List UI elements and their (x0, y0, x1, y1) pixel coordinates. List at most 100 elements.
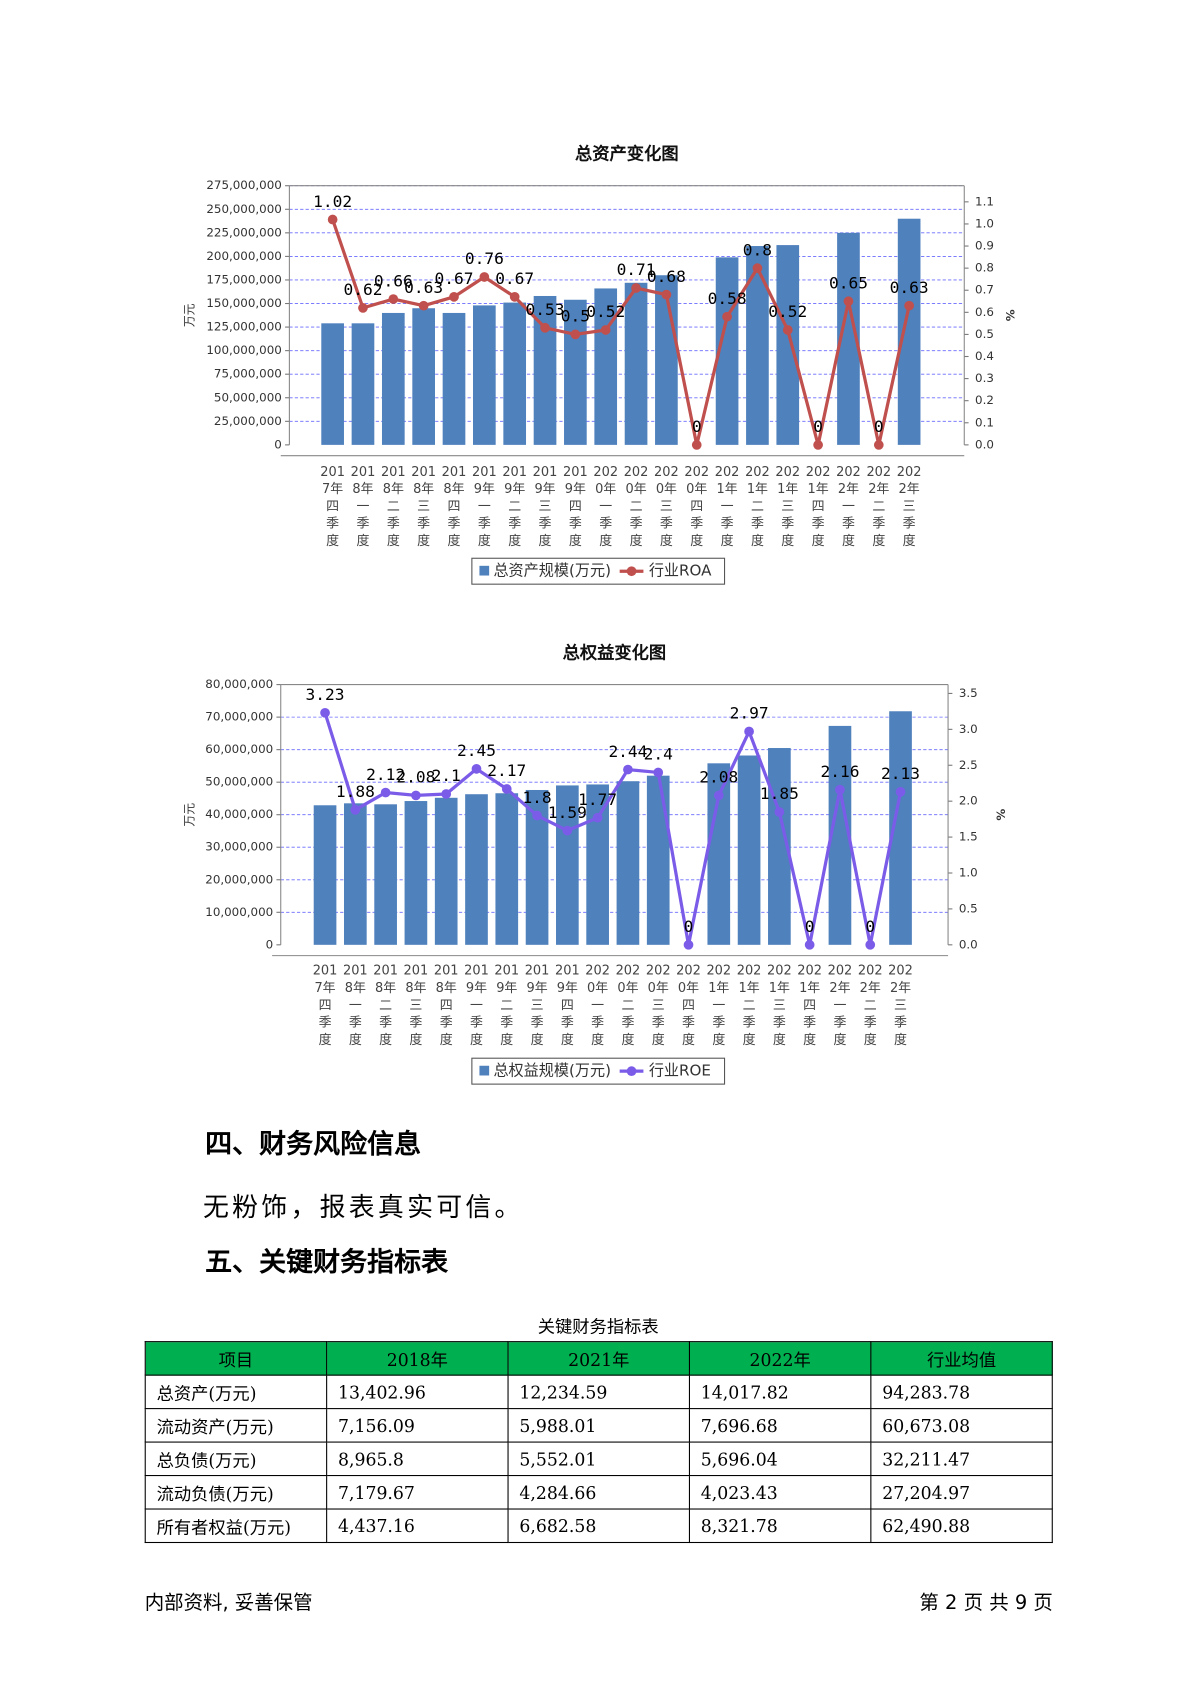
x-tick-label-line: 度 (531, 1031, 544, 1047)
x-tick-label-line: 度 (569, 532, 582, 548)
x-tick-label: 202 2年三季度 (888, 963, 913, 1047)
x-tick-label-line: 度 (781, 532, 794, 548)
x-tick-label: 201 9年一季度 (464, 963, 489, 1047)
x-tick-label-line: 季 (842, 516, 855, 531)
data-label: 0.76 (465, 249, 504, 268)
x-tick-label-line: 202 (715, 464, 740, 479)
x-tick-label-line: 度 (326, 532, 339, 548)
data-label: 2.4 (644, 745, 673, 764)
x-tick-label-line: 二 (508, 499, 521, 514)
data-label: 2.45 (457, 741, 496, 760)
x-tick-label: 201 8年三季度 (411, 464, 436, 548)
x-tick-label-line: 度 (591, 1031, 604, 1047)
bar (495, 793, 519, 945)
x-tick-label-line: 季 (712, 1015, 725, 1030)
line-marker (562, 825, 573, 836)
x-tick-label: 202 0年三季度 (654, 464, 679, 548)
bar (473, 305, 496, 445)
line-marker (873, 440, 884, 450)
table-cell: 12,234.59 (507, 1374, 690, 1410)
x-tick-label-line: 度 (743, 1031, 756, 1047)
data-label: 2.08 (396, 768, 435, 787)
line-marker (600, 325, 611, 335)
bar (594, 288, 618, 445)
x-tick-label-line: 一 (470, 998, 483, 1013)
data-label: 0.58 (708, 289, 747, 308)
x-tick-label-line: 度 (872, 532, 885, 548)
y2-tick-label: 2.0 (959, 794, 978, 808)
x-tick-label: 201 9年四季度 (563, 464, 588, 548)
x-tick-label: 201 7年四季度 (320, 464, 345, 548)
y-tick-label: 50,000,000 (205, 775, 273, 789)
x-tick-label-line: 9年 (504, 482, 525, 497)
line-marker (327, 214, 338, 225)
x-tick-label-line: 度 (539, 532, 552, 548)
x-tick-label-line: 201 (555, 963, 580, 978)
data-label: 2.13 (881, 764, 920, 783)
x-tick-label: 201 9年一季度 (472, 464, 497, 548)
bar (889, 711, 912, 945)
x-tick-label-line: 202 (737, 963, 762, 978)
x-tick-label: 202 2年一季度 (836, 464, 861, 548)
x-tick-label-line: 一 (591, 998, 604, 1013)
x-tick-label-line: 202 (706, 963, 731, 978)
x-tick-label-line: 201 (313, 963, 338, 978)
table-cell: 6,682.58 (507, 1508, 690, 1544)
x-tick-label-line: 201 (434, 963, 459, 978)
legend-label: 总权益规模(万元) (493, 1062, 611, 1080)
table-row: 总资产(万元) 13,402.96 12,234.59 14,017.82 94,283… (144, 1374, 1053, 1410)
x-tick-label-line: 季 (864, 1015, 877, 1030)
bar (776, 245, 800, 445)
x-tick-label-line: 8年 (405, 981, 426, 996)
line-marker (350, 804, 361, 815)
bar (503, 302, 527, 445)
x-tick-label-line: 季 (660, 516, 673, 531)
x-tick-label-line: 三 (409, 998, 422, 1013)
bar (351, 323, 375, 445)
x-tick-label: 202 2年二季度 (858, 963, 883, 1047)
x-tick-label-line: 四 (326, 499, 339, 514)
x-tick-label-line: 202 (624, 464, 649, 479)
x-tick-label-line: 三 (417, 499, 430, 514)
table-cell: 7,179.67 (326, 1475, 509, 1510)
x-tick-label-line: 四 (812, 499, 825, 514)
line-marker (752, 263, 763, 273)
x-tick-label-line: 二 (387, 499, 400, 514)
x-tick-label-line: 8年 (413, 482, 434, 497)
x-tick-label: 201 9年二季度 (494, 963, 519, 1047)
x-tick-label-line: 0年 (686, 482, 707, 497)
x-tick-label-line: 四 (448, 499, 461, 514)
table-cell: 所有者权益(万元) (144, 1508, 328, 1544)
x-tick-label-line: 度 (349, 1031, 362, 1047)
x-tick-label-line: 季 (812, 516, 825, 531)
x-tick-label-line: 1年 (777, 482, 798, 497)
x-tick-label-line: 季 (326, 516, 339, 531)
line-marker (631, 283, 641, 293)
y-tick-label: 40,000,000 (205, 807, 273, 821)
table-cell: 8,965.8 (326, 1441, 509, 1477)
data-label: 2.1 (432, 766, 461, 785)
line-marker (722, 311, 732, 322)
data-label: 1.02 (313, 192, 352, 211)
y-tick-label: 50,000,000 (214, 390, 282, 404)
table-header-cell: 项目 (144, 1341, 328, 1376)
y2-tick-label: 1.0 (975, 216, 994, 230)
bar (533, 295, 557, 445)
x-tick-label-line: 度 (319, 1031, 332, 1047)
line-marker (904, 300, 914, 311)
x-tick-label-line: 0年 (625, 482, 646, 497)
x-tick-label-line: 度 (712, 1031, 725, 1047)
bar (746, 246, 769, 445)
x-tick-label-line: 度 (508, 532, 521, 548)
y2-tick-label: 0.8 (975, 261, 994, 275)
x-tick-label-line: 季 (682, 1015, 695, 1030)
x-tick-label-line: 202 (858, 963, 883, 978)
table-cell: 5,988.01 (507, 1408, 690, 1443)
table-cell: 94,283.78 (870, 1374, 1053, 1410)
x-tick-label-line: 201 (351, 464, 376, 479)
x-tick-label-line: 季 (478, 516, 491, 531)
x-tick-label-line: 8年 (345, 981, 366, 996)
y2-tick-label: 0.4 (975, 349, 994, 363)
table-row: 流动资产(万元) 7,156.09 5,988.01 7,696.68 60,673.0… (144, 1408, 1053, 1443)
x-tick-label-line: 季 (743, 1015, 756, 1030)
